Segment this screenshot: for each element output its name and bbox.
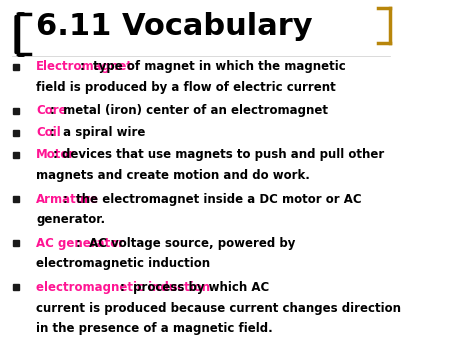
Text: Coil: Coil	[36, 126, 61, 139]
Text: Core: Core	[36, 104, 67, 117]
Text: current is produced because current changes direction: current is produced because current chan…	[36, 301, 401, 315]
Text: generator.: generator.	[36, 213, 105, 226]
Text: :  AC voltage source, powered by: : AC voltage source, powered by	[76, 237, 296, 250]
Text: field is produced by a flow of electric current: field is produced by a flow of electric …	[36, 81, 336, 94]
Text: : devices that use magnets to push and pull other: : devices that use magnets to push and p…	[53, 148, 384, 162]
Text: :  type of magnet in which the magnetic: : type of magnet in which the magnetic	[80, 60, 345, 73]
Text: electromagnetic induction: electromagnetic induction	[36, 257, 210, 270]
Text: electromagnetic induction: electromagnetic induction	[36, 281, 210, 294]
Text: :  a spiral wire: : a spiral wire	[50, 126, 145, 139]
Text: AC generator: AC generator	[36, 237, 124, 250]
Text: :  metal (iron) center of an electromagnet: : metal (iron) center of an electromagne…	[50, 104, 328, 117]
Text: 6.11 Vocabulary: 6.11 Vocabulary	[36, 12, 313, 41]
Text: magnets and create motion and do work.: magnets and create motion and do work.	[36, 169, 310, 182]
Text: Armature: Armature	[36, 193, 99, 206]
Text: in the presence of a magnetic field.: in the presence of a magnetic field.	[36, 322, 273, 335]
Text: Motor: Motor	[36, 148, 76, 162]
Text: :  process by which AC: : process by which AC	[120, 281, 269, 294]
Text: Electromagnet: Electromagnet	[36, 60, 133, 73]
Text: :  the electromagnet inside a DC motor or AC: : the electromagnet inside a DC motor or…	[63, 193, 361, 206]
